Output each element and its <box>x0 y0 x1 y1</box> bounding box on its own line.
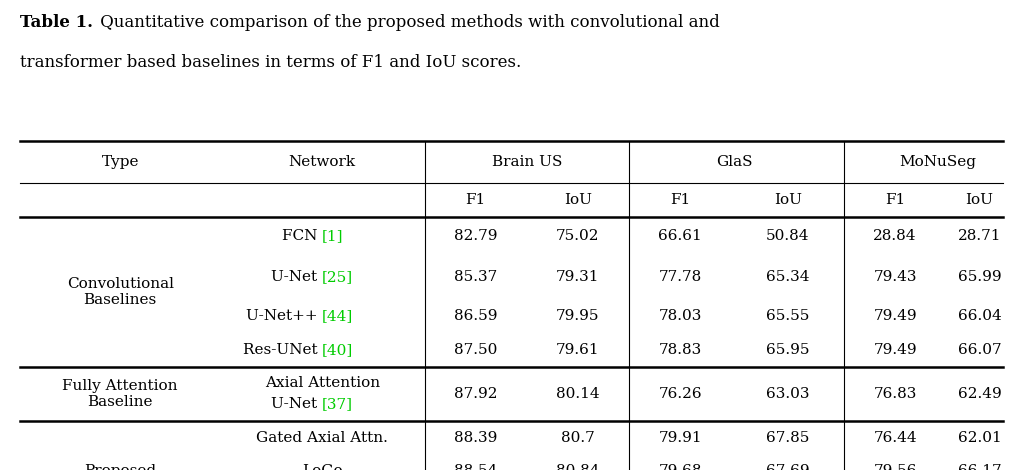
Text: 76.83: 76.83 <box>874 387 917 400</box>
Text: Type: Type <box>101 155 139 169</box>
Text: F1: F1 <box>670 193 691 207</box>
Text: 28.71: 28.71 <box>958 229 1002 243</box>
Text: [44]: [44] <box>322 309 354 323</box>
Text: U-Net: U-Net <box>271 397 322 411</box>
Text: 76.44: 76.44 <box>874 431 917 445</box>
Text: FCN: FCN <box>282 229 322 243</box>
Text: Res-UNet: Res-UNet <box>242 343 322 357</box>
Text: 62.49: 62.49 <box>958 387 1002 400</box>
Text: 66.61: 66.61 <box>659 229 702 243</box>
Text: 65.95: 65.95 <box>766 343 809 357</box>
Text: 88.54: 88.54 <box>454 464 497 470</box>
Text: Fully Attention
Baseline: Fully Attention Baseline <box>62 378 178 409</box>
Text: [25]: [25] <box>322 270 353 284</box>
Text: 79.49: 79.49 <box>874 343 917 357</box>
Text: 82.79: 82.79 <box>454 229 497 243</box>
Text: IoU: IoU <box>564 193 592 207</box>
Text: 66.04: 66.04 <box>958 309 1002 323</box>
Text: [1]: [1] <box>322 229 344 243</box>
Text: 80.7: 80.7 <box>562 431 594 445</box>
Text: 86.59: 86.59 <box>454 309 497 323</box>
Text: [37]: [37] <box>322 397 353 411</box>
Text: 75.02: 75.02 <box>557 229 599 243</box>
Text: 79.91: 79.91 <box>659 431 702 445</box>
Text: 65.55: 65.55 <box>766 309 809 323</box>
Text: Convolutional
Baselines: Convolutional Baselines <box>66 277 174 307</box>
Text: 50.84: 50.84 <box>766 229 809 243</box>
Text: 66.17: 66.17 <box>958 464 1002 470</box>
Text: 88.39: 88.39 <box>454 431 497 445</box>
Text: 80.84: 80.84 <box>557 464 599 470</box>
Text: 67.69: 67.69 <box>766 464 809 470</box>
Text: 79.61: 79.61 <box>557 343 599 357</box>
Text: IoU: IoU <box>773 193 802 207</box>
Text: IoU: IoU <box>966 193 993 207</box>
Text: F1: F1 <box>465 193 486 207</box>
Text: 79.43: 79.43 <box>874 270 917 284</box>
Text: 28.84: 28.84 <box>874 229 917 243</box>
Text: Brain US: Brain US <box>492 155 562 169</box>
Text: 65.34: 65.34 <box>766 270 809 284</box>
Text: transformer based baselines in terms of F1 and IoU scores.: transformer based baselines in terms of … <box>20 54 522 71</box>
Text: U-Net++: U-Net++ <box>246 309 322 323</box>
Text: 78.83: 78.83 <box>659 343 702 357</box>
Text: 80.14: 80.14 <box>557 387 599 400</box>
Text: F1: F1 <box>885 193 905 207</box>
Text: 87.92: 87.92 <box>454 387 497 400</box>
Text: 79.95: 79.95 <box>557 309 599 323</box>
Text: Quantitative comparison of the proposed methods with convolutional and: Quantitative comparison of the proposed … <box>95 14 720 31</box>
Text: [40]: [40] <box>322 343 354 357</box>
Text: 78.03: 78.03 <box>659 309 702 323</box>
Text: 67.85: 67.85 <box>766 431 809 445</box>
Text: 65.99: 65.99 <box>958 270 1002 284</box>
Text: 79.49: 79.49 <box>874 309 917 323</box>
Text: Axial Attention: Axial Attention <box>265 376 380 390</box>
Text: 85.37: 85.37 <box>454 270 497 284</box>
Text: 79.68: 79.68 <box>659 464 702 470</box>
Text: 66.07: 66.07 <box>958 343 1002 357</box>
Text: LoGo: LoGo <box>302 464 343 470</box>
Text: 77.78: 77.78 <box>659 270 702 284</box>
Text: U-Net: U-Net <box>271 270 322 284</box>
Text: 62.01: 62.01 <box>958 431 1002 445</box>
Text: 87.50: 87.50 <box>454 343 497 357</box>
Text: 63.03: 63.03 <box>766 387 809 400</box>
Text: 79.31: 79.31 <box>557 270 599 284</box>
Text: GlaS: GlaS <box>716 155 752 169</box>
Text: Proposed: Proposed <box>84 464 157 470</box>
Text: Network: Network <box>288 155 356 169</box>
Text: 79.56: 79.56 <box>874 464 917 470</box>
Text: 76.26: 76.26 <box>659 387 702 400</box>
Text: MoNuSeg: MoNuSeg <box>899 155 976 169</box>
Text: Gated Axial Attn.: Gated Axial Attn. <box>257 431 388 445</box>
Text: Table 1.: Table 1. <box>20 14 93 31</box>
